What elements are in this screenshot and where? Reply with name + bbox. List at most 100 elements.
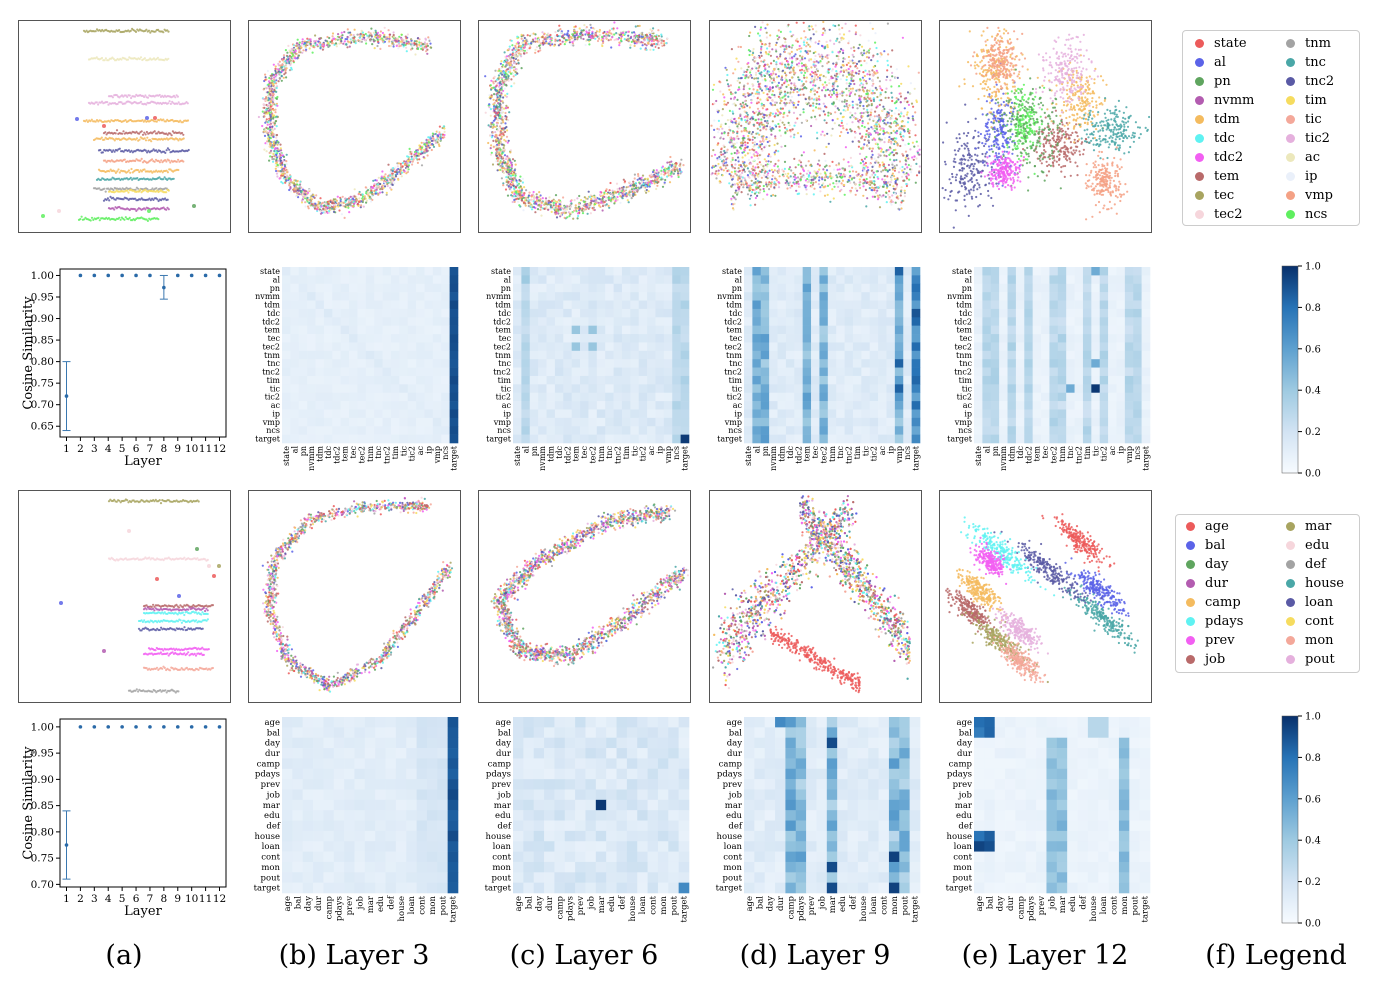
- scatter-point: [270, 90, 273, 93]
- scatter-point: [391, 183, 394, 186]
- scatter-point: [291, 56, 295, 59]
- scatter-point: [177, 158, 180, 161]
- scatter-point: [277, 72, 280, 75]
- scatter-point: [608, 29, 611, 32]
- scatter-point: [534, 33, 537, 36]
- scatter-point: [156, 150, 159, 153]
- scatter-point: [584, 203, 587, 206]
- scatter-point: [389, 178, 392, 181]
- scatter-point: [113, 139, 116, 142]
- scatter-point: [384, 173, 387, 176]
- scatter-point: [610, 192, 613, 195]
- scatter-point: [520, 33, 523, 36]
- scatter-point: [273, 127, 276, 130]
- scatter-point: [272, 63, 275, 66]
- scatter-point: [146, 151, 149, 154]
- scatter-point: [265, 108, 268, 111]
- scatter-point: [298, 185, 301, 188]
- scatter-point: [293, 183, 296, 186]
- scatter-point: [492, 80, 495, 83]
- scatter-point: [271, 125, 274, 128]
- scatter-point: [657, 46, 660, 50]
- scatter-point: [597, 201, 600, 204]
- scatter-point: [800, 37, 803, 40]
- scatter-point: [274, 111, 277, 114]
- scatter-point: [265, 97, 268, 100]
- scatter-point: [306, 37, 309, 40]
- scatter-point: [267, 99, 270, 102]
- scatter-point: [109, 195, 112, 198]
- scatter-point: [605, 203, 608, 206]
- scatter-point: [273, 78, 276, 81]
- scatter-point: [423, 41, 426, 44]
- scatter-point: [653, 175, 656, 178]
- scatter-point: [534, 201, 537, 204]
- scatter-point: [504, 130, 507, 133]
- scatter-point: [510, 194, 513, 197]
- scatter-point: [587, 207, 590, 210]
- scatter-point: [352, 200, 355, 204]
- scatter-point: [509, 189, 513, 192]
- scatter-point: [845, 78, 848, 81]
- scatter-point: [281, 59, 284, 62]
- scatter-point: [275, 158, 278, 161]
- scatter-point: [407, 40, 410, 43]
- scatter-point: [547, 208, 550, 211]
- scatter-point: [386, 182, 389, 186]
- scatter-point: [627, 201, 630, 204]
- scatter-point: [374, 31, 378, 34]
- scatter-point: [501, 108, 504, 111]
- scatter-point: [890, 85, 893, 88]
- scatter-point: [279, 170, 282, 173]
- scatter-point: [309, 198, 312, 201]
- scatter-point: [310, 44, 313, 47]
- scatter-point: [399, 162, 402, 165]
- scatter-point: [602, 37, 605, 40]
- scatter-point: [557, 199, 560, 202]
- scatter-point: [527, 194, 530, 197]
- scatter-point: [282, 68, 285, 72]
- scatter-point: [532, 197, 536, 200]
- scatter-point: [168, 100, 171, 103]
- scatter-point: [266, 69, 269, 73]
- scatter-point: [271, 131, 274, 134]
- scatter-point: [334, 198, 337, 201]
- scatter-point: [580, 209, 583, 212]
- scatter-point: [288, 58, 292, 61]
- scatter-point: [509, 174, 512, 177]
- scatter-point: [314, 204, 317, 207]
- scatter-point: [823, 119, 826, 122]
- scatter-point: [274, 108, 277, 111]
- scatter-point: [673, 165, 676, 169]
- scatter-point: [331, 32, 335, 35]
- scatter-point: [307, 191, 310, 194]
- scatter-point: [513, 82, 516, 85]
- scatter-point: [303, 41, 306, 45]
- scatter-point: [620, 188, 623, 191]
- scatter-point: [501, 84, 504, 87]
- scatter-point: [353, 188, 356, 191]
- scatter-point: [421, 43, 425, 46]
- scatter-point: [334, 42, 338, 45]
- scatter-point: [413, 43, 417, 46]
- scatter-point: [549, 44, 552, 47]
- scatter-point: [110, 178, 113, 181]
- scatter-point: [136, 177, 139, 180]
- scatter-point: [409, 150, 412, 153]
- scatter-point: [101, 151, 104, 154]
- scatter-point: [266, 142, 269, 145]
- scatter-point: [309, 40, 312, 43]
- scatter-point: [494, 105, 498, 109]
- scatter-point: [415, 45, 419, 48]
- scatter-point: [517, 182, 521, 185]
- scatter-point: [563, 43, 566, 46]
- scatter-point: [663, 181, 666, 184]
- scatter-point: [160, 169, 163, 172]
- scatter-point: [129, 176, 132, 179]
- scatter-point: [622, 178, 625, 181]
- scatter-point: [543, 32, 546, 35]
- scatter-point: [284, 71, 287, 74]
- scatter-point: [288, 183, 291, 186]
- scatter-point: [533, 206, 536, 209]
- scatter-point: [629, 194, 632, 197]
